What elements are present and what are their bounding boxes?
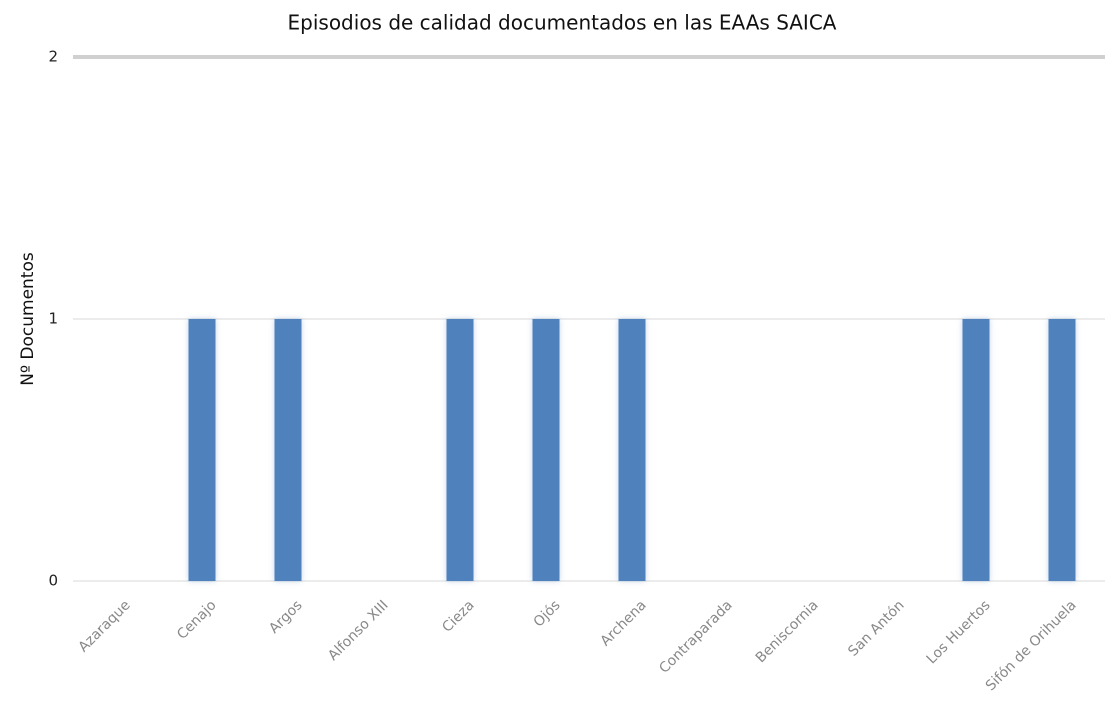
- bar: [618, 319, 646, 581]
- x-tick-label: Sifón de Orihuela: [983, 597, 1080, 694]
- x-tick-label: Contraparada: [656, 597, 735, 676]
- chart-title: Episodios de calidad documentados en las…: [288, 11, 837, 35]
- y-tick-label: 1: [48, 310, 58, 328]
- x-tick-label: Azaraque: [76, 597, 134, 655]
- y-tick-label: 2: [48, 48, 58, 66]
- x-tick-label: Alfonso XIII: [325, 597, 392, 664]
- bar: [962, 319, 990, 581]
- bar: [446, 319, 474, 581]
- y-tick-label: 0: [48, 572, 58, 590]
- x-tick-label: Ojós: [531, 597, 564, 630]
- y-axis-label: Nº Documentos: [18, 252, 38, 386]
- bar: [532, 319, 560, 581]
- x-tick-label: Cenajo: [174, 597, 219, 642]
- x-tick-label: Argos: [266, 597, 305, 636]
- x-tick-label: Cieza: [439, 597, 477, 635]
- x-tick-label: Archena: [598, 597, 650, 649]
- bar: [274, 319, 302, 581]
- x-tick-label: Beniscornia: [753, 597, 822, 666]
- x-tick-label: San Antón: [845, 597, 907, 659]
- bar: [188, 319, 216, 581]
- x-tick-label: Los Huertos: [924, 597, 994, 667]
- bar: [1048, 319, 1076, 581]
